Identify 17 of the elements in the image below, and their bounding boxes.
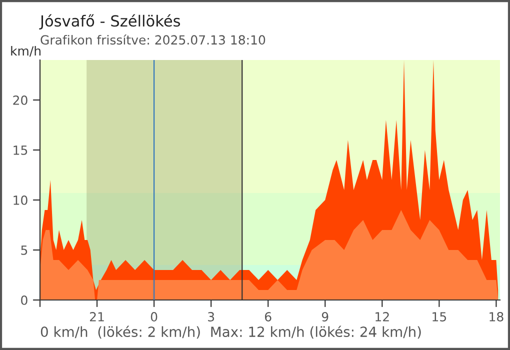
x-tick-label: 12	[376, 312, 389, 322]
y-axis-title: km/h	[11, 46, 40, 57]
x-tick-label: 21	[90, 312, 104, 322]
x-tick-label: 3	[208, 312, 214, 322]
x-tick-label: 18	[490, 312, 504, 322]
y-tick-label: 20	[13, 95, 28, 105]
y-tick-label: 15	[14, 146, 28, 155]
y-tick-label: 10	[14, 195, 28, 205]
x-tick-label: 15	[432, 312, 446, 322]
x-tick-label: 9	[322, 312, 328, 322]
chart-subtitle: Grafikon frissítve: 2025.07.13 18:10	[40, 34, 266, 45]
y-tick-label: 5	[21, 246, 28, 255]
y-tick-label: 0	[21, 295, 28, 305]
text: 0 km/h (lökés: 2 km/h) Max: 12 km/h (lökés: 24 km/h)	[40, 326, 421, 339]
chart-title: Jósvafő - Széllökés	[39, 14, 180, 30]
x-tick-label: 0	[150, 312, 158, 322]
x-tick-label: 6	[264, 312, 272, 322]
